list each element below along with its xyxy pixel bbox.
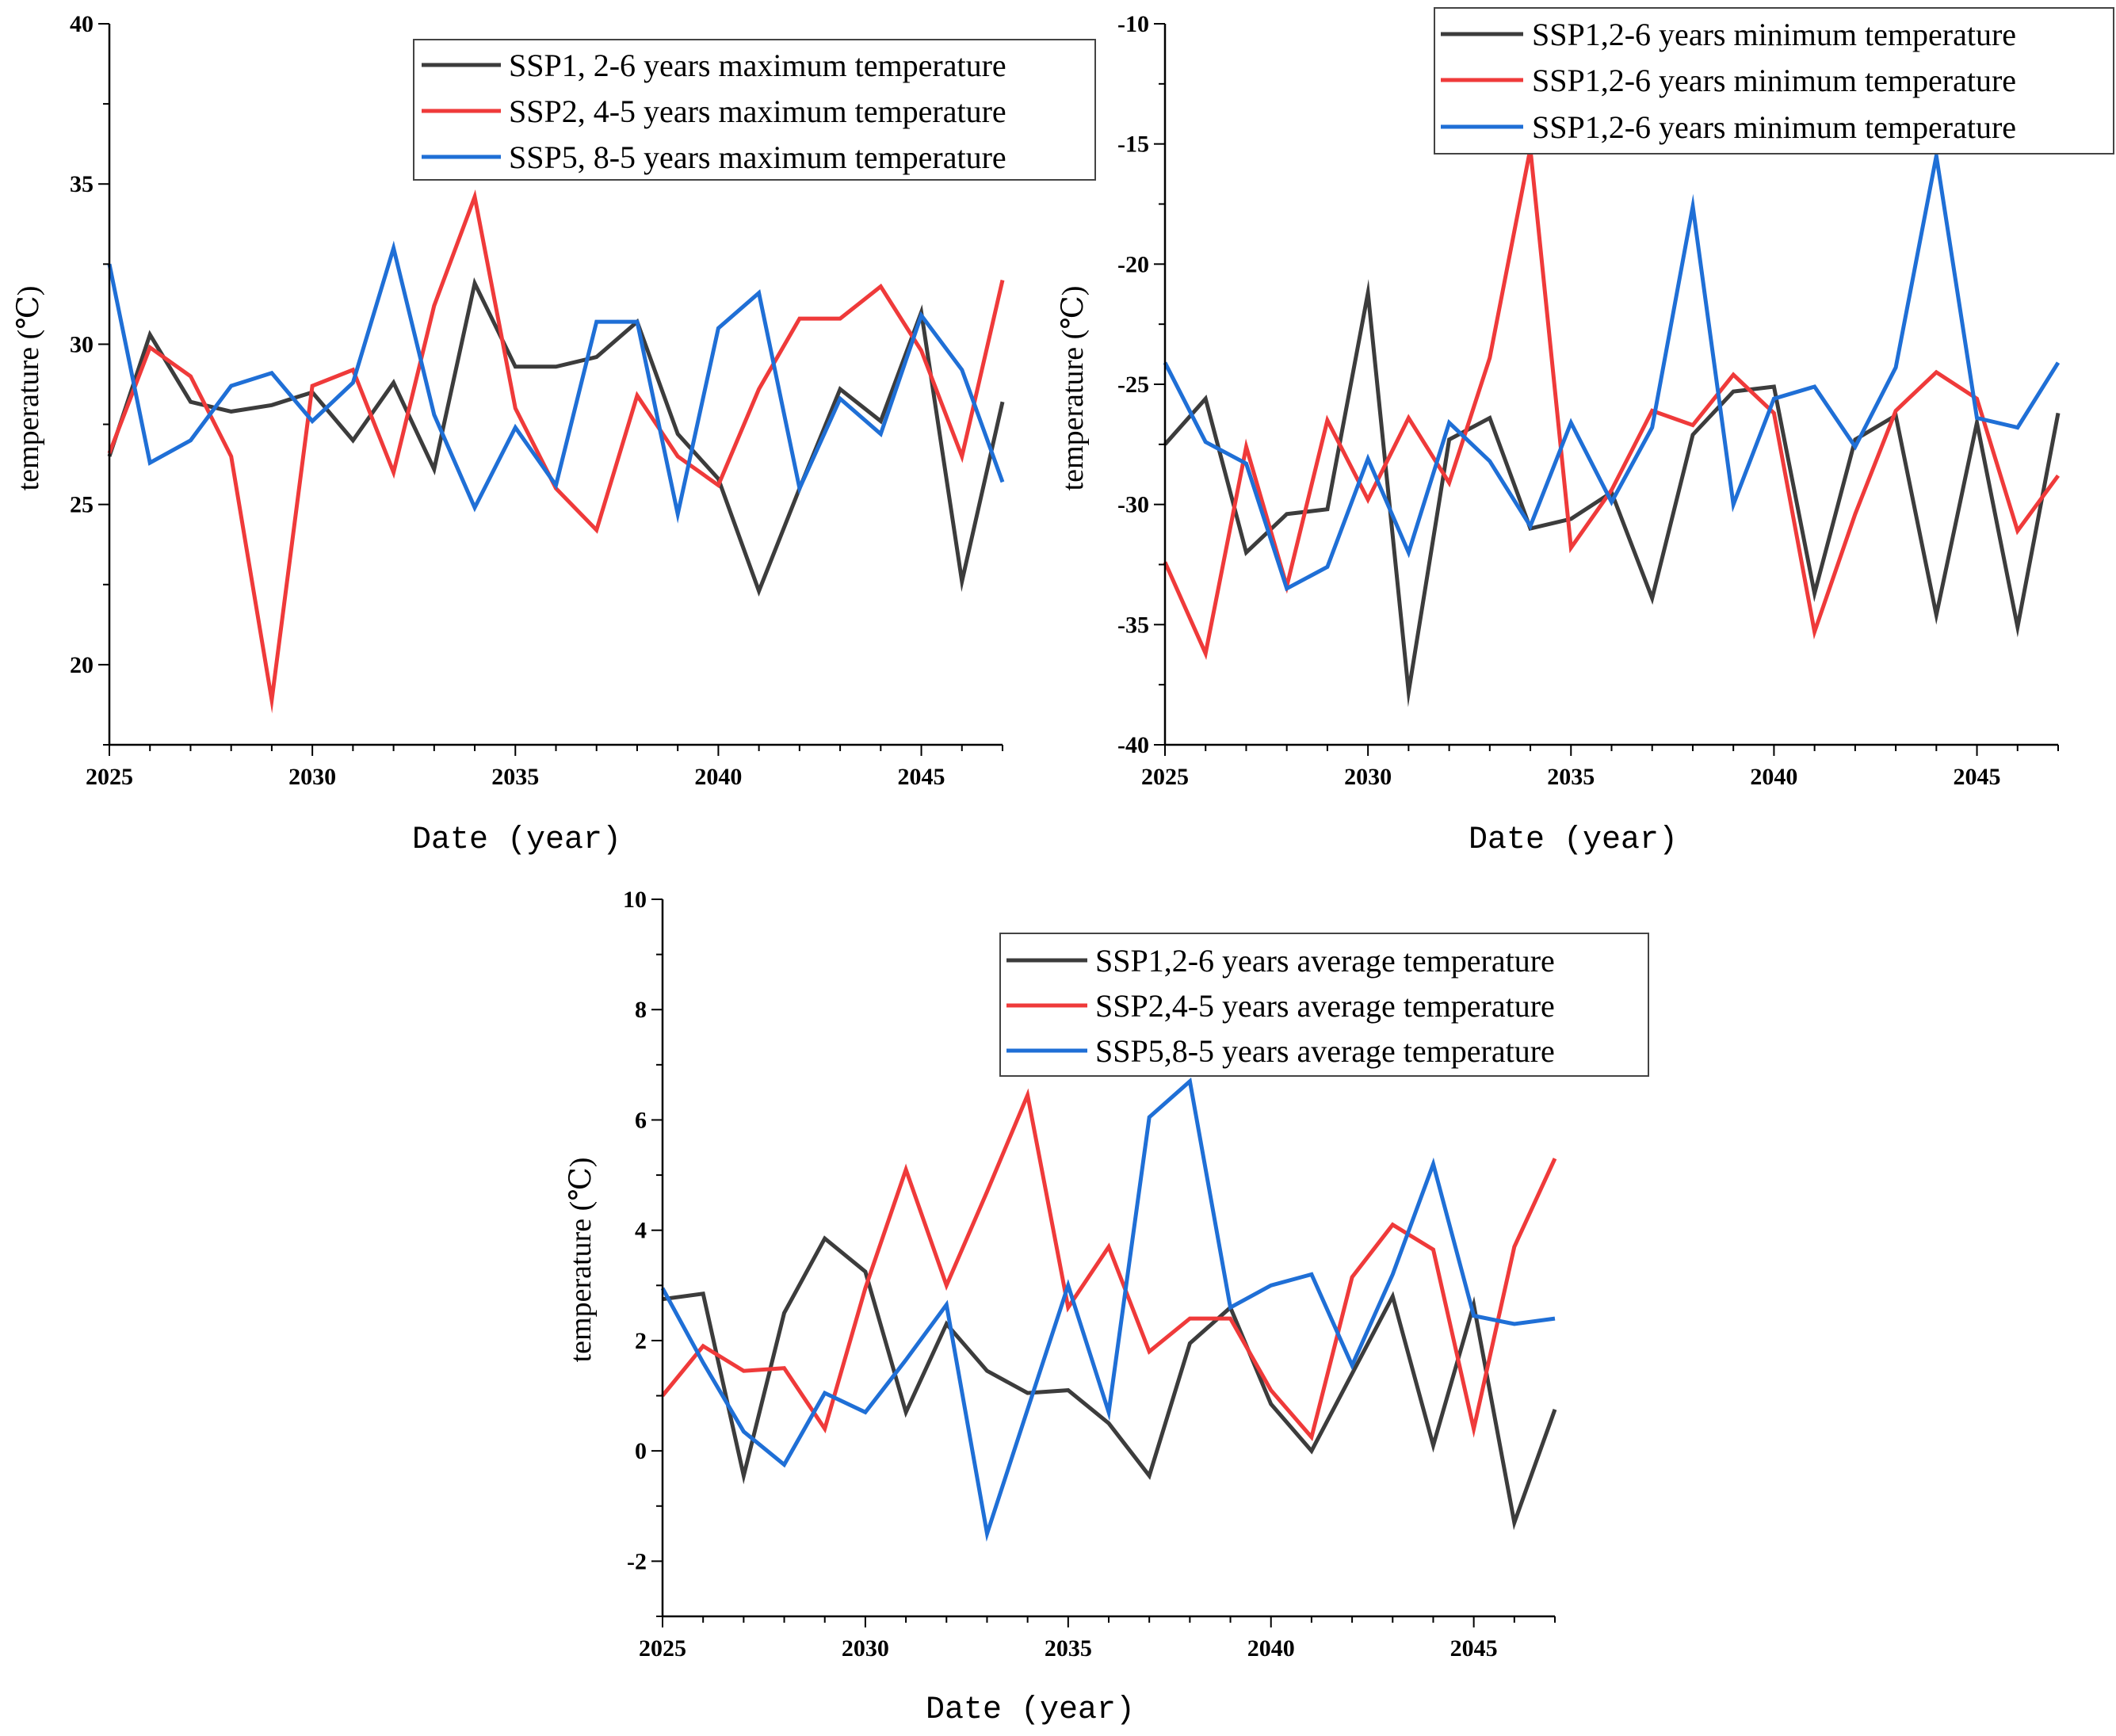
legend-label-ssp5-max: SSP5, 8-5 years maximum temperature — [509, 139, 1006, 175]
y-tick-label-avg: 2 — [635, 1328, 647, 1354]
x-tick-label-max: 2040 — [694, 764, 742, 790]
x-tick-label-max: 2035 — [491, 764, 539, 790]
y-tick-label-min: -40 — [1117, 732, 1149, 758]
y-tick-label-max: 35 — [70, 171, 94, 197]
x-tick-label-min: 2025 — [1141, 764, 1189, 790]
x-axis-title-minimum: Date (year) — [1469, 822, 1678, 858]
series-lines-minimum — [1163, 135, 2061, 708]
legend-maximum: SSP1, 2-6 years maximum temperature SSP2… — [413, 39, 1096, 181]
series-lines-average — [660, 1077, 1557, 1542]
legend-label-ssp1-min: SSP1,2-6 years minimum temperature — [1532, 17, 2016, 52]
x-tick-label-avg: 2030 — [842, 1635, 889, 1662]
series-line-ssp2-max — [107, 189, 1005, 714]
y-tick-label-max: 40 — [70, 11, 94, 37]
x-axis-title-average: Date (year) — [926, 1692, 1135, 1728]
x-tick-label-avg: 2045 — [1450, 1635, 1498, 1662]
y-tick-label-avg: 10 — [623, 887, 647, 913]
y-tick-label-avg: 8 — [635, 997, 647, 1023]
x-tick-label-min: 2045 — [1954, 764, 2001, 790]
y-tick-label-min: -10 — [1117, 11, 1149, 37]
legend-box-average — [999, 933, 1649, 1077]
x-tick-label-min: 2040 — [1750, 764, 1797, 790]
y-axis-title-maximum: temperature (℃) — [12, 286, 45, 491]
series-line-ssp1-max — [107, 277, 1005, 597]
chart-panel-average: 2025 2030 2035 2040 2045 -2 0 2 4 6 8 10 Date (year… — [564, 887, 1649, 1728]
series-line-ssp5-max — [107, 240, 1005, 524]
legend-label-ssp5-avg: SSP5,8-5 years average temperature — [1095, 1033, 1555, 1069]
legend-average: SSP1,2-6 years average temperature SSP2,… — [999, 933, 1649, 1077]
y-tick-label-max: 25 — [70, 492, 94, 518]
legend-label-ssp1-avg: SSP1,2-6 years average temperature — [1095, 943, 1555, 979]
chart-panel-minimum: 2025 2030 2035 2040 2045 -40 -35 -30 -25 -20 -15 -1… — [1056, 7, 2114, 858]
y-tick-label-avg: 6 — [635, 1107, 647, 1133]
series-line-ssp5-avg — [660, 1077, 1556, 1542]
x-axis-title-maximum: Date (year) — [412, 822, 621, 858]
y-tick-label-min: -15 — [1117, 132, 1149, 158]
axes-average: 2025 2030 2035 2040 2045 -2 0 2 4 6 8 10 — [623, 887, 1556, 1662]
y-tick-label-max: 20 — [70, 652, 94, 678]
axes-minimum: 2025 2030 2035 2040 2045 -40 -35 -30 -25 -20 -15 -1… — [1117, 11, 2059, 790]
x-tick-label-avg: 2040 — [1247, 1635, 1295, 1662]
legend-box-maximum — [413, 39, 1096, 181]
y-tick-label-min: -25 — [1117, 372, 1149, 398]
y-tick-label-min: -35 — [1117, 612, 1149, 638]
y-tick-label-max: 30 — [70, 331, 94, 357]
x-tick-label-min: 2035 — [1547, 764, 1595, 790]
legend-label-ssp1-max: SSP1, 2-6 years maximum temperature — [509, 48, 1006, 83]
x-tick-label-max: 2030 — [288, 764, 336, 790]
y-tick-label-avg: -2 — [627, 1548, 647, 1574]
y-axis-title-average: temperature (℃) — [564, 1158, 598, 1363]
legend-box-minimum — [1434, 7, 2114, 155]
series-line-ssp5-min — [1163, 144, 2061, 592]
legend-label-ssp2-max: SSP2, 4-5 years maximum temperature — [509, 93, 1006, 129]
y-tick-label-avg: 0 — [635, 1438, 647, 1464]
y-tick-label-avg: 4 — [635, 1218, 647, 1244]
y-axis-title-minimum: temperature (℃) — [1056, 286, 1090, 491]
x-tick-label-max: 2025 — [86, 764, 133, 790]
legend-label-ssp2-min: SSP1,2-6 years minimum temperature — [1532, 63, 2016, 98]
y-tick-label-min: -20 — [1117, 251, 1149, 277]
series-lines-maximum — [107, 189, 1005, 714]
x-tick-label-avg: 2035 — [1045, 1635, 1092, 1662]
series-line-ssp1-avg — [662, 1235, 1557, 1531]
series-line-ssp2-avg — [661, 1088, 1557, 1442]
legend-minimum: SSP1,2-6 years minimum temperature SSP1,… — [1434, 7, 2114, 155]
x-tick-label-min: 2030 — [1344, 764, 1392, 790]
x-tick-label-avg: 2025 — [639, 1635, 686, 1662]
y-tick-label-min: -30 — [1117, 492, 1149, 518]
x-tick-label-max: 2045 — [898, 764, 945, 790]
legend-label-ssp2-avg: SSP2,4-5 years average temperature — [1095, 988, 1555, 1024]
legend-label-ssp5-min: SSP1,2-6 years minimum temperature — [1532, 109, 2016, 145]
series-line-ssp2-min — [1163, 135, 2061, 660]
